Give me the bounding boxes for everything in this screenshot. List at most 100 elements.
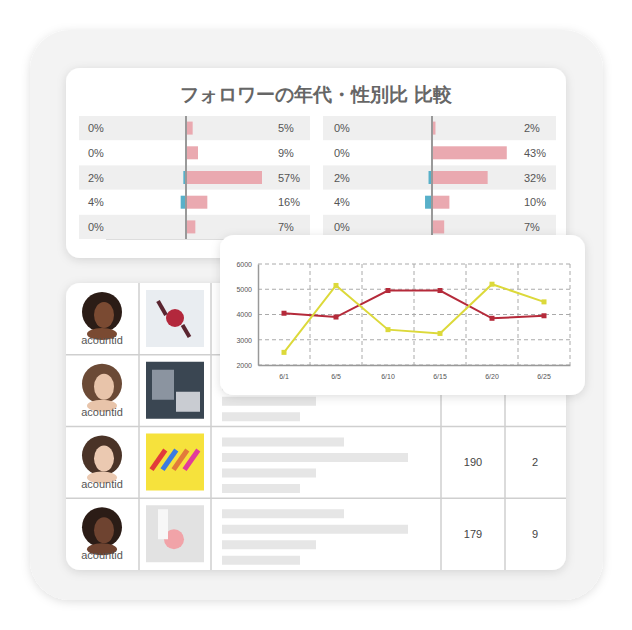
photo	[146, 362, 204, 419]
data-label: 16%	[278, 196, 300, 208]
table-row: acountid1799	[66, 498, 566, 565]
data-label: 2%	[334, 172, 350, 184]
bar	[432, 146, 507, 159]
zero-line	[431, 116, 433, 239]
tick: 4000	[236, 311, 258, 318]
data-label: 32%	[524, 172, 546, 184]
grid-divider	[362, 264, 363, 365]
series-line	[284, 291, 544, 319]
zero-line	[185, 116, 187, 239]
tick-label: 6/20	[485, 373, 499, 380]
bar	[186, 220, 195, 233]
tick: 3000	[236, 336, 258, 343]
account-id: acountid	[81, 334, 123, 346]
data-label: 7%	[278, 221, 294, 233]
text-placeholder	[222, 509, 344, 518]
bar-chart: 0%0%2%4%0%5%9%57%16%7%	[79, 116, 310, 240]
bar-chart: 0%0%2%4%0%2%43%32%10%7%	[323, 116, 556, 240]
tick: 6/1	[279, 365, 289, 380]
data-label: 0%	[334, 122, 350, 134]
account-id: acountid	[81, 549, 123, 561]
marker	[490, 282, 495, 287]
text-placeholder	[222, 438, 344, 447]
account-id: acountid	[81, 406, 123, 418]
text-placeholder	[222, 397, 316, 406]
tick: 6/25	[537, 365, 551, 380]
bar	[186, 146, 198, 159]
tick-label: 6/1	[279, 373, 289, 380]
tick: 6000	[236, 261, 258, 268]
avatar-bg	[82, 364, 122, 404]
account-id: acountid	[81, 478, 123, 490]
series-line	[284, 284, 544, 352]
tick-label: 6/15	[433, 373, 447, 380]
bar	[432, 171, 488, 184]
x-axis: 6/1 6/5 6/10 6/15 6/20 6/25	[259, 365, 571, 380]
bars	[181, 122, 262, 234]
avatar-face	[94, 446, 114, 472]
row-divider	[66, 498, 566, 500]
panel-card	[66, 68, 566, 258]
marker	[438, 331, 443, 336]
bar	[186, 171, 262, 184]
row-background	[323, 165, 556, 189]
line-chart: 200030004000500060006/16/56/106/156/206/…	[220, 235, 585, 395]
data-label: 5%	[278, 122, 294, 134]
photo	[146, 434, 204, 491]
bar	[432, 220, 444, 233]
text-placeholder	[222, 556, 300, 565]
data-label: 2%	[524, 122, 540, 134]
avatar-bg	[82, 292, 122, 332]
tick-label: 2000	[236, 362, 252, 369]
marker	[542, 313, 547, 318]
chart-card	[220, 235, 585, 395]
photo-shape	[152, 370, 174, 400]
tick: 5000	[236, 286, 258, 293]
data-label: 10%	[524, 196, 546, 208]
avatar-face	[94, 374, 114, 400]
photo	[146, 505, 204, 562]
data-label: 57%	[278, 172, 300, 184]
photo	[146, 290, 204, 347]
tick-label: 3000	[236, 336, 252, 343]
text-placeholder	[222, 469, 316, 478]
panel-title: フォロワーの年代・性別比 比較	[180, 84, 452, 105]
marker	[386, 288, 391, 293]
marker	[334, 315, 339, 320]
data-label: 43%	[524, 147, 546, 159]
avatar-face	[94, 517, 114, 543]
tick: 6/5	[331, 365, 341, 380]
photo-shape	[156, 300, 167, 316]
grid-line	[258, 339, 570, 340]
text-placeholder	[222, 412, 300, 421]
marker	[334, 283, 339, 288]
avatar-bg	[82, 436, 122, 476]
data-label: 0%	[334, 147, 350, 159]
page: acountidacountidacountid1902acountid1799…	[0, 0, 632, 630]
tick-label: 6000	[236, 261, 252, 268]
tick-label: 6/10	[381, 373, 395, 380]
follower-panel: フォロワーの年代・性別比 比較0%0%2%4%0%5%9%57%16%7%0%0…	[66, 68, 566, 258]
tick: 6/15	[433, 365, 447, 380]
avatar-face	[94, 302, 114, 328]
data-label: 0%	[334, 221, 350, 233]
text-placeholder	[222, 525, 408, 534]
text-placeholder	[222, 540, 316, 549]
bar	[432, 196, 449, 209]
outer-frame	[30, 30, 603, 600]
stat-value: 190	[464, 456, 482, 468]
tick-label: 5000	[236, 286, 252, 293]
data-label: 0%	[88, 221, 104, 233]
marker	[282, 350, 287, 355]
data-label: 2%	[88, 172, 104, 184]
tick: 2000	[236, 362, 258, 369]
marker	[386, 327, 391, 332]
text-placeholder	[222, 484, 300, 493]
photo-shape	[176, 392, 200, 412]
data-label: 0%	[88, 147, 104, 159]
marker	[438, 288, 443, 293]
stat-value: 9	[532, 528, 538, 540]
data-label: 7%	[524, 221, 540, 233]
tick: 6/20	[485, 365, 499, 380]
tick-label: 4000	[236, 311, 252, 318]
